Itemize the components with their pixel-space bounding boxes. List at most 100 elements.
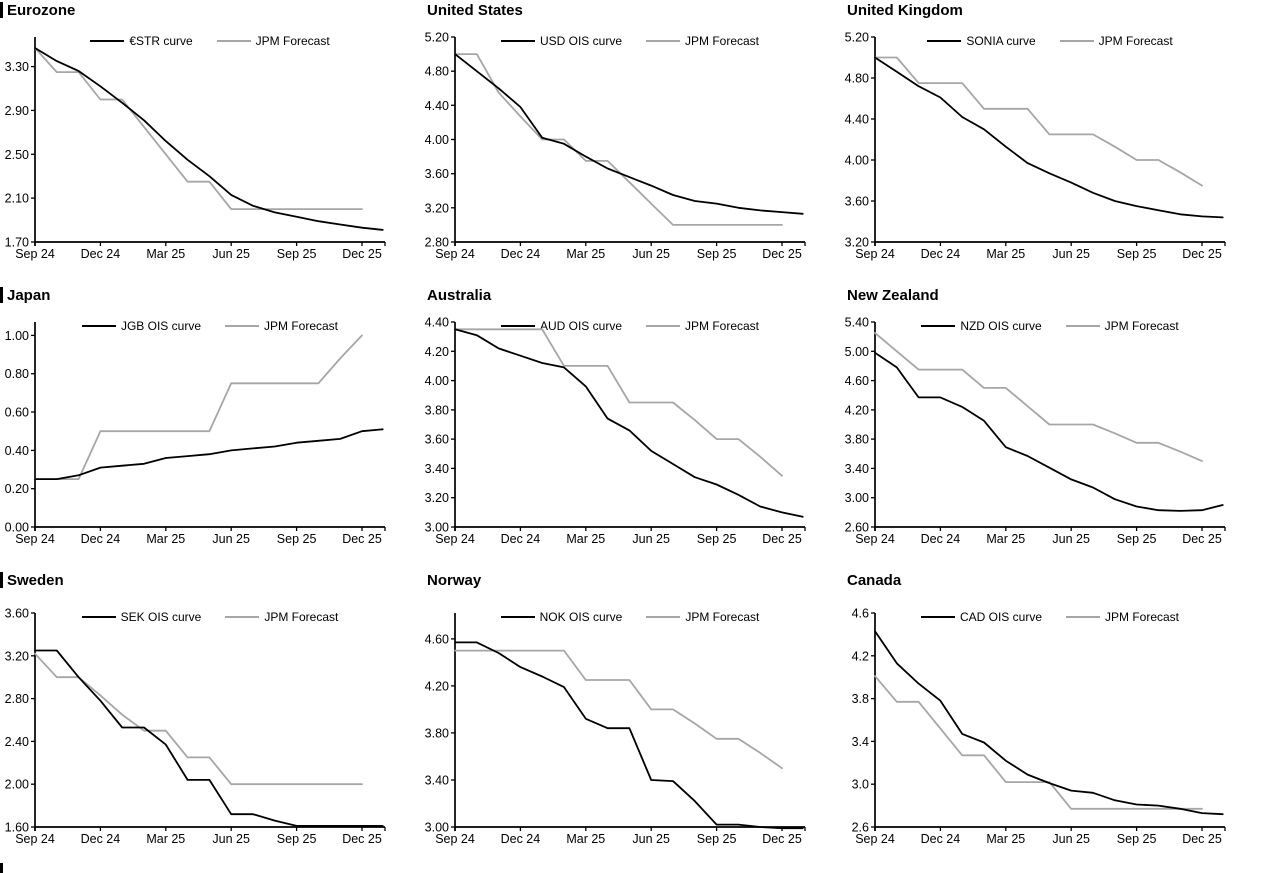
x-tick-label: Dec 24 (921, 532, 961, 546)
forecast-line (454, 328, 783, 477)
legend-item-actual: CAD OIS curve (920, 610, 1042, 624)
x-tick-label: Jun 25 (632, 832, 670, 846)
chart-cell-japan: Japan JGB OIS curve JPM Forecast 0.00 0.2… (0, 285, 420, 570)
legend-forecast-line (646, 325, 680, 327)
y-tick-label: 3.60 (425, 433, 449, 447)
chart-title: Eurozone (7, 2, 76, 19)
x-tick-label: Dec 25 (342, 247, 382, 261)
x-tick-label: Sep 25 (1117, 532, 1157, 546)
legend-item-forecast: JPM Forecast (646, 610, 759, 624)
legend-actual-line (81, 325, 116, 327)
sweden-plot: 1.60 2.00 2.40 2.80 3.20 3.60 Sep 24 Dec 24 Mar … (5, 607, 386, 846)
x-tick-label: Jun 25 (1052, 832, 1090, 846)
x-tick-label: Jun 25 (632, 532, 670, 546)
x-tick-label: Dec 25 (1182, 532, 1222, 546)
y-tick-label: 3.20 (425, 201, 449, 215)
chart-cell-eurozone: Eurozone €STR curve JPM Forecast 1.70 2.1… (0, 0, 420, 285)
y-tick-label: 3.80 (425, 403, 449, 417)
legend-actual-line (927, 40, 962, 42)
y-tick-label: 3.8 (852, 692, 869, 706)
legend-actual-line (500, 40, 535, 42)
chart-cell-united-kingdom: United Kingdom SONIA curve JPM Forecast … (840, 0, 1264, 285)
y-tick-label: 4.80 (845, 72, 869, 86)
section-marker (0, 572, 3, 588)
y-tick-label: 3.40 (425, 774, 449, 788)
y-tick-label: 5.40 (845, 316, 869, 330)
legend-forecast-label: JPM Forecast (685, 610, 760, 624)
y-tick-label: 0.20 (5, 482, 29, 496)
y-tick-label: 3.40 (845, 462, 869, 476)
forecast-line (34, 652, 363, 786)
canada-plot: 2.6 3.0 3.4 3.8 4.2 4.6 Sep 24 Dec 24 Mar 25 Jun … (852, 607, 1226, 846)
x-tick-label: Dec 24 (81, 532, 121, 546)
y-tick-label: 2.00 (5, 778, 29, 792)
legend-actual-label: NOK OIS curve (539, 610, 623, 624)
legend-item-forecast: JPM Forecast (646, 319, 759, 333)
y-tick-label: 4.20 (425, 345, 449, 359)
x-tick-label: Dec 25 (342, 832, 382, 846)
y-tick-label: 4.40 (845, 113, 869, 127)
y-tick-label: 4.40 (425, 316, 449, 330)
chart-cell-new-zealand: New Zealand NZD OIS curve JPM Forecast 2… (840, 285, 1264, 570)
legend-item-forecast: JPM Forecast (216, 34, 330, 48)
legend-forecast-label: JPM Forecast (1104, 319, 1179, 333)
y-tick-label: 4.2 (852, 649, 869, 663)
chart-title: Japan (7, 287, 51, 304)
y-tick-label: 4.00 (845, 154, 869, 168)
chart-legend: SONIA curve JPM Forecast (875, 33, 1225, 49)
y-tick-label: 3.20 (5, 649, 29, 663)
chart-legend: USD OIS curve JPM Forecast (455, 33, 805, 49)
japan-plot: 0.00 0.20 0.40 0.60 0.80 1.00 Sep 24 Dec 24 Mar … (5, 322, 386, 546)
actual-line (34, 428, 384, 481)
chart-title: Canada (847, 572, 902, 589)
y-tick-label: 3.80 (425, 726, 449, 740)
y-tick-label: 3.60 (5, 607, 29, 621)
x-tick-label: Sep 25 (277, 247, 317, 261)
chart-legend: NZD OIS curve JPM Forecast (875, 318, 1225, 334)
legend-item-actual: SEK OIS curve (81, 610, 201, 624)
x-tick-label: Mar 25 (566, 532, 605, 546)
legend-actual-line (500, 325, 535, 327)
chart-legend: SEK OIS curve JPM Forecast (35, 609, 385, 625)
y-tick-label: 0.40 (5, 444, 29, 458)
australia-plot: 3.00 3.20 3.40 3.60 3.80 4.00 4.20 4.40 Sep 24 De… (425, 316, 806, 546)
y-tick-label: 4.00 (425, 133, 449, 147)
legend-forecast-label: JPM Forecast (685, 34, 760, 48)
legend-actual-line (921, 325, 956, 327)
eurozone-plot: 1.70 2.10 2.50 2.90 3.30 Sep 24 Dec 24 Mar 25 Ju… (5, 37, 386, 261)
y-tick-label: 4.80 (425, 65, 449, 79)
forecast-line (454, 649, 783, 770)
chart-title: United Kingdom (847, 2, 963, 19)
x-tick-label: Sep 24 (435, 532, 475, 546)
y-tick-label: 2.60 (845, 521, 869, 535)
actual-line (34, 649, 384, 827)
actual-line (454, 641, 804, 830)
legend-actual-label: AUD OIS curve (539, 319, 622, 333)
y-tick-label: 5.20 (425, 31, 449, 45)
legend-item-forecast: JPM Forecast (1059, 34, 1173, 48)
legend-actual-line (920, 616, 955, 618)
chart-title: Sweden (7, 572, 64, 589)
legend-actual-label: SONIA curve (966, 34, 1036, 48)
forecast-line (34, 47, 363, 211)
y-tick-label: 3.00 (845, 491, 869, 505)
x-tick-label: Sep 24 (15, 532, 55, 546)
new-zealand-plot: 2.60 3.00 3.40 3.80 4.20 4.60 5.00 5.40 Sep 24 De… (845, 316, 1226, 546)
legend-actual-label: €STR curve (129, 34, 193, 48)
forecast-line (34, 334, 363, 481)
x-tick-label: Sep 24 (15, 832, 55, 846)
legend-forecast-line (216, 40, 251, 42)
legend-forecast-line (646, 616, 681, 618)
x-tick-label: Dec 25 (1182, 832, 1222, 846)
x-tick-label: Dec 24 (81, 247, 121, 261)
legend-item-actual: €STR curve (90, 34, 193, 48)
y-tick-label: 3.40 (425, 462, 449, 476)
forecast-line (874, 332, 1203, 463)
chart-legend: AUD OIS curve JPM Forecast (455, 318, 805, 334)
y-tick-label: 3.20 (845, 236, 869, 250)
legend-actual-label: NZD OIS curve (960, 319, 1042, 333)
y-tick-label: 3.30 (5, 60, 29, 74)
legend-item-actual: NZD OIS curve (921, 319, 1042, 333)
legend-item-actual: USD OIS curve (500, 34, 622, 48)
chart-cell-norway: Norway NOK OIS curve JPM Forecast 3.00 3.… (420, 570, 840, 873)
